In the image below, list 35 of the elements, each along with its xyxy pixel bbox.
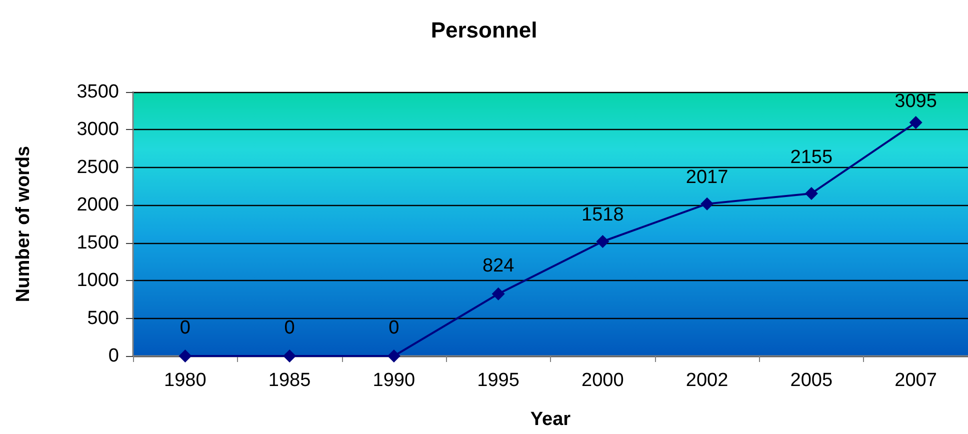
y-tick-label: 3000 [76, 119, 119, 140]
point [387, 350, 400, 362]
y-tick-label: 0 [108, 346, 119, 366]
chart-title: Personnel [430, 18, 538, 42]
y-tick-label: 1500 [76, 232, 119, 254]
y-tick-label: 2500 [76, 156, 119, 178]
point [700, 197, 714, 210]
data-label: 2155 [790, 146, 833, 168]
data-label: 0 [180, 318, 190, 338]
y-tick-label: 3500 [76, 82, 119, 102]
data-label: 0 [388, 318, 400, 338]
x-tick-label: 2002 [686, 370, 728, 391]
y-axis-title: Number of words [13, 146, 34, 302]
x-tick-label: 1985 [268, 370, 311, 391]
data-label: 0 [284, 318, 295, 338]
x-tick-label: 2000 [582, 370, 624, 391]
data-label: 3095 [894, 91, 937, 112]
x-tick-label: 1995 [477, 370, 520, 391]
y-tick-label: 1000 [76, 270, 119, 292]
x-tick-label: 2005 [790, 370, 833, 391]
data-label: 1518 [582, 204, 624, 226]
point [492, 287, 505, 300]
y-tick-label: 2000 [76, 194, 119, 216]
point [909, 116, 922, 130]
point [596, 235, 610, 248]
data-label: 824 [482, 255, 515, 276]
point [178, 350, 192, 362]
x-tick-label: 1980 [164, 370, 206, 391]
x-tick-label: 1990 [372, 370, 416, 391]
point [283, 350, 296, 362]
point [804, 186, 818, 200]
y-tick-label: 500 [87, 308, 119, 329]
x-tick-label: 2007 [894, 370, 937, 391]
x-axis-title: Year [530, 409, 572, 430]
data-label: 2017 [686, 166, 728, 188]
